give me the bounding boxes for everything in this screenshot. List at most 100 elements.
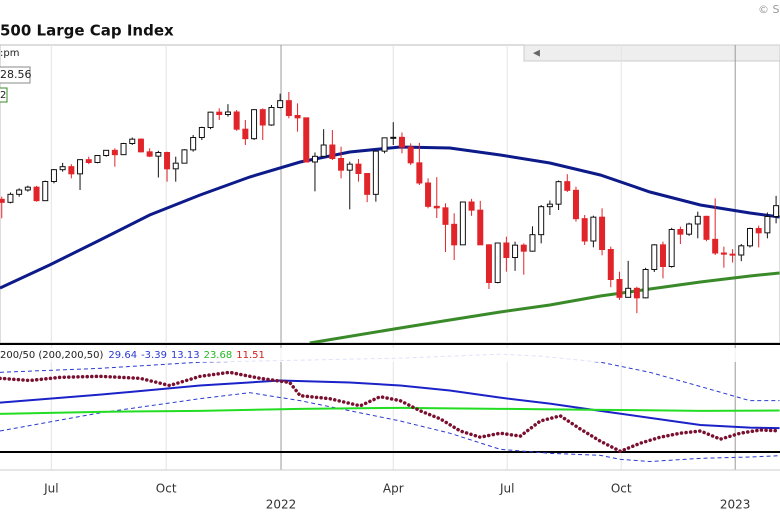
candle-body — [433, 205, 440, 209]
candle-body — [398, 136, 405, 148]
candle-body — [346, 163, 353, 171]
candle-body — [59, 166, 66, 171]
x-tick-label: 2022 — [266, 498, 297, 512]
candle-body — [68, 166, 75, 175]
candle-body — [407, 146, 414, 164]
candle-body — [303, 117, 310, 163]
candle-body — [538, 206, 545, 236]
candle-body — [277, 100, 284, 108]
candle-body — [764, 216, 771, 234]
indicator-line — [0, 370, 780, 454]
candle-body — [251, 109, 258, 140]
indicator-readout: 23.68 — [204, 350, 233, 361]
candle-body — [268, 107, 275, 126]
indicator-line — [0, 379, 780, 430]
candle-body — [355, 163, 362, 175]
candle-body — [198, 127, 205, 138]
candle-body — [642, 269, 649, 299]
candle-body — [546, 203, 553, 208]
candle-body — [77, 159, 84, 175]
candle-body — [720, 252, 727, 255]
candle-body — [155, 152, 162, 157]
candle-body — [425, 182, 432, 207]
x-tick-label: Oct — [611, 482, 632, 496]
candle-body — [7, 193, 14, 203]
x-tick-label: Jul — [499, 482, 514, 496]
candle-body — [120, 143, 127, 156]
indicator-line — [0, 392, 780, 463]
indicator-readout: 13.13 — [171, 350, 200, 361]
candle-body — [477, 209, 484, 246]
candle-body — [16, 189, 23, 195]
x-tick-label: Oct — [156, 482, 177, 496]
candle-body — [746, 228, 753, 247]
candle-body — [311, 155, 318, 163]
candle-body — [85, 159, 92, 164]
candle-body — [94, 155, 101, 163]
candle-body — [668, 229, 675, 267]
candle-body — [599, 216, 606, 251]
indicator-readout: 11.51 — [236, 350, 265, 361]
candle-body — [633, 287, 640, 299]
candle-body — [390, 136, 397, 139]
candle-body — [442, 207, 449, 225]
candle-body — [520, 244, 527, 252]
candle-body — [294, 115, 301, 119]
candle-body — [468, 201, 475, 211]
candle-body — [494, 242, 501, 283]
indicator-title: 200/50 (200,200,50) — [0, 350, 104, 361]
scrollbar[interactable] — [523, 44, 780, 62]
candle-body — [259, 109, 266, 126]
candle-body — [651, 244, 658, 270]
candle-body — [103, 149, 110, 156]
moving-average — [309, 271, 780, 343]
candle-body — [564, 181, 571, 191]
candle-body — [285, 100, 292, 116]
candle-body — [755, 228, 762, 234]
candle-body — [694, 215, 701, 225]
candle-body — [729, 253, 736, 256]
candle-body — [625, 287, 632, 298]
candle-body — [338, 158, 345, 171]
candle-body — [773, 205, 780, 218]
candle-body — [686, 223, 693, 235]
indicator-line — [0, 406, 780, 415]
candle-body — [364, 173, 371, 195]
candle-body — [129, 138, 136, 145]
indicator-readout: 29.64 — [108, 350, 137, 361]
candle-body — [216, 111, 223, 115]
candle-body — [172, 162, 179, 170]
candle-body — [677, 229, 684, 235]
candle-body — [181, 149, 188, 164]
candle-body — [233, 111, 240, 130]
candle-body — [137, 138, 144, 153]
x-tick-label: Apr — [383, 482, 404, 496]
candle-body — [459, 201, 466, 246]
candle-body — [33, 186, 40, 202]
candle-body — [329, 144, 336, 159]
candle-body — [703, 215, 710, 240]
candle-body — [572, 189, 579, 220]
candle-body — [738, 245, 745, 256]
last-price: 28.56 — [0, 68, 32, 81]
badge: 2 — [0, 90, 6, 101]
x-tick-label: 2023 — [720, 498, 751, 512]
candle-body — [0, 198, 5, 203]
candle-body — [224, 111, 231, 115]
scroll-arrow[interactable]: ◀ — [533, 49, 540, 59]
candle-body — [111, 149, 118, 156]
candle-body — [207, 111, 214, 128]
candle-body — [555, 181, 562, 205]
candle-body — [451, 223, 458, 246]
candle-body — [659, 244, 666, 267]
candle-body — [372, 150, 379, 195]
time-label: :pm — [0, 48, 19, 59]
candle-body — [416, 162, 423, 184]
candle-body — [485, 244, 492, 283]
candle-body — [320, 144, 327, 157]
candle-body — [529, 234, 536, 252]
candle-body — [50, 169, 57, 183]
candle-body — [607, 249, 614, 280]
